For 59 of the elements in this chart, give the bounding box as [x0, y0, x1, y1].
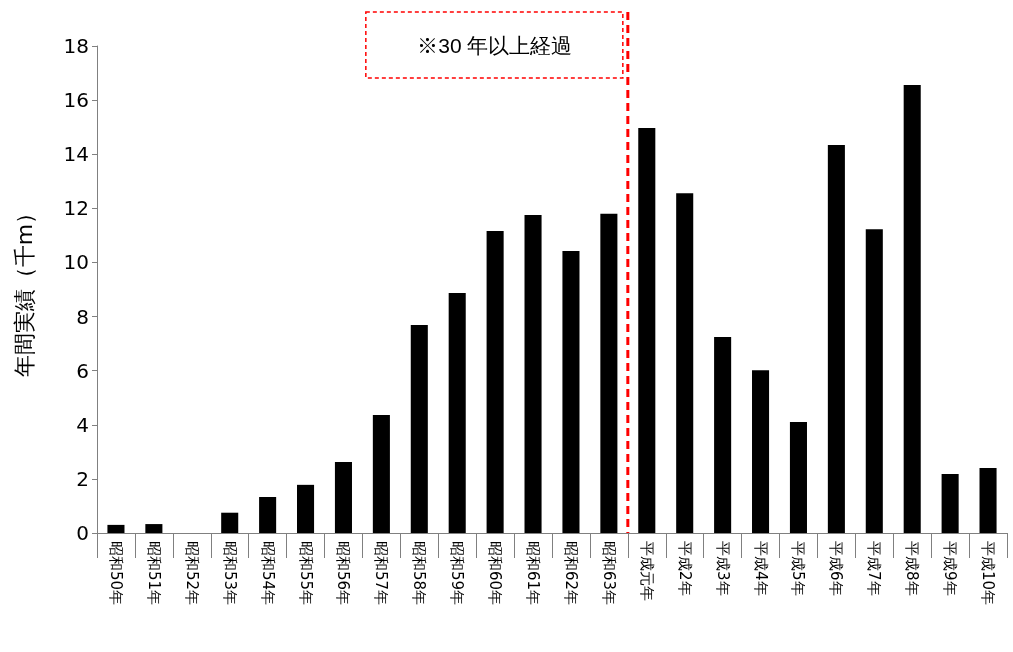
bar [562, 251, 580, 533]
y-tick-label: 6 [76, 358, 89, 383]
y-tick-label: 18 [63, 34, 89, 58]
bar [524, 215, 542, 533]
x-tick-label: 昭和54年 [258, 541, 277, 606]
x-tick-label: 平成6年 [827, 541, 846, 596]
x-tick-label: 昭和59年 [448, 541, 467, 606]
bar [410, 324, 428, 533]
x-tick-label: 昭和60年 [486, 541, 505, 606]
x-tick-label: 昭和57年 [372, 541, 391, 606]
x-tick-label: 昭和55年 [296, 541, 315, 606]
x-tick-label: 昭和56年 [334, 541, 353, 606]
x-tick-label: 昭和58年 [410, 541, 429, 606]
bar [334, 462, 352, 533]
bar [448, 293, 466, 533]
y-tick-label: 16 [63, 88, 89, 113]
ref-line-label: ※30 年以上経過 [417, 33, 573, 57]
x-tick-label: 平成8年 [903, 541, 922, 596]
bar [676, 193, 694, 533]
x-tick-label: 昭和52年 [182, 541, 201, 606]
bar [638, 127, 656, 533]
x-tick-label: 平成10年 [979, 541, 998, 606]
x-tick-label: 平成4年 [751, 541, 770, 596]
y-tick-label: 10 [63, 250, 89, 275]
bar [145, 524, 163, 533]
bar [789, 422, 807, 533]
bar [752, 370, 770, 533]
x-tick-label: 平成3年 [713, 541, 732, 596]
x-tick-label: 昭和51年 [144, 541, 163, 606]
x-tick-label: 昭和50年 [106, 541, 125, 606]
bar [486, 231, 504, 533]
y-axis-title: 年間実績（千m） [11, 201, 37, 378]
bar [297, 484, 315, 533]
bar [714, 337, 732, 533]
x-tick-label: 昭和63年 [599, 541, 618, 606]
bar [827, 145, 845, 533]
x-tick-label: 平成7年 [865, 541, 884, 596]
x-tick-label: 昭和62年 [561, 541, 580, 606]
y-tick-label: 0 [76, 521, 89, 545]
x-tick-label: 昭和61年 [524, 541, 543, 606]
bar [979, 468, 997, 533]
x-tick-label: 平成9年 [941, 541, 960, 596]
y-tick-label: 12 [63, 196, 89, 221]
bar [107, 524, 125, 533]
bar [903, 84, 921, 533]
bar [600, 213, 618, 533]
bar [941, 474, 959, 533]
bar [865, 229, 883, 533]
x-tick-label: 平成2年 [675, 541, 694, 596]
bar [259, 497, 277, 533]
y-tick-label: 4 [76, 412, 89, 437]
y-tick-label: 2 [76, 466, 89, 491]
x-tick-label: 平成元年 [637, 541, 656, 601]
bar [221, 512, 239, 533]
x-tick-label: 昭和53年 [220, 541, 239, 606]
y-tick-label: 8 [76, 304, 89, 329]
y-tick-label: 14 [63, 142, 89, 167]
x-tick-label: 平成5年 [789, 541, 808, 596]
bar [372, 415, 390, 533]
